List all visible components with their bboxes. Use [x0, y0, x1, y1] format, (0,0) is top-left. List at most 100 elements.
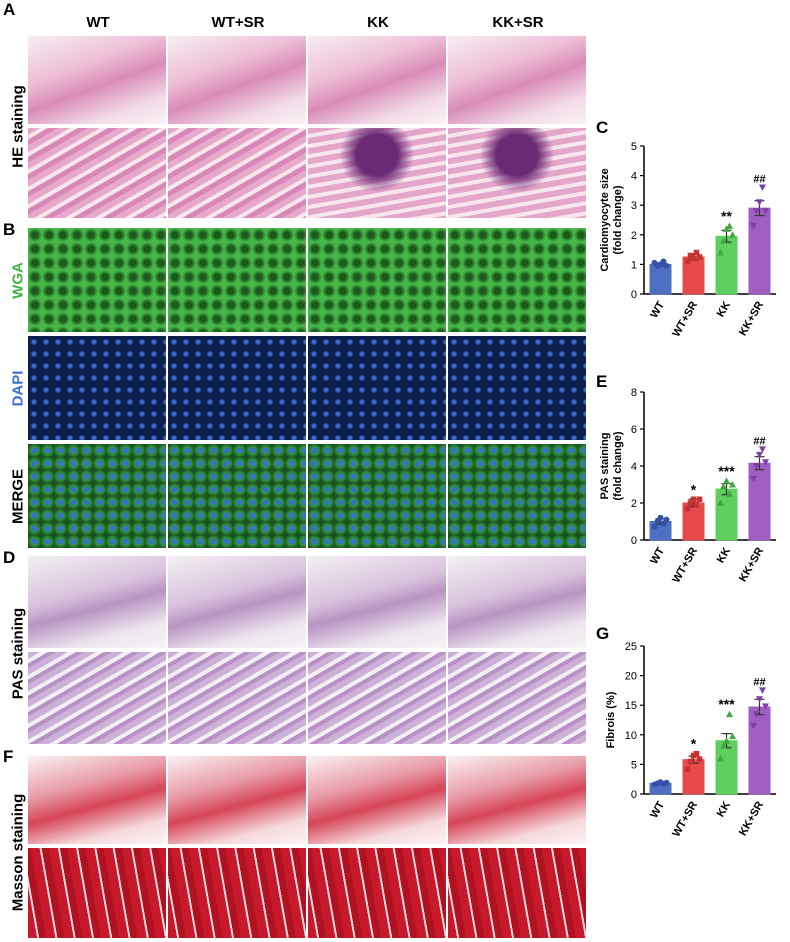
- y-tick-label: 2: [631, 230, 637, 242]
- data-point: [750, 475, 757, 483]
- micrograph-masson-overview-wt: [28, 756, 166, 844]
- y-tick-label: 5: [631, 141, 637, 153]
- y-axis-label: Fibrois (%): [605, 691, 617, 748]
- data-point: [753, 711, 760, 718]
- data-point: [756, 199, 763, 206]
- significance-annotation: ##: [753, 435, 765, 447]
- micrograph-dapi-wt-sr: [168, 336, 306, 440]
- bar-chart-pas-staining: PAS staining(fold change) 0 2 4 6 8 WT * WT+SR **…: [599, 387, 776, 585]
- data-point: [759, 446, 766, 453]
- data-point: [696, 496, 703, 503]
- row-label-dapi: DAPI: [9, 370, 27, 407]
- data-point: [717, 499, 724, 506]
- data-point: [684, 766, 691, 772]
- bar-chart-cardiomyocyte-size: Cardiomyocyte size(fold change) 0 1 2 3 4 5 WT W…: [599, 141, 776, 339]
- data-point: [657, 514, 664, 521]
- data-point: [660, 258, 667, 265]
- bar-kk-sr: [748, 207, 771, 295]
- micrograph-he-overview-wt-sr: [168, 36, 306, 124]
- data-point: [729, 481, 736, 488]
- data-point: [759, 687, 766, 694]
- data-point: [687, 500, 694, 506]
- bar-chart-fibrosis: Fibrois (%) 0 5 10 15 20 25 WT * WT+SR *** KK ## KK+S…: [605, 641, 776, 839]
- y-tick-label: 1: [631, 259, 637, 271]
- micrograph-pas-zoom-kk: [308, 652, 446, 744]
- y-axis-label-line: Cardiomyocyte size: [599, 168, 611, 271]
- bar-wt: [649, 263, 672, 295]
- data-point: [717, 754, 724, 762]
- bar-kk: [715, 740, 738, 795]
- column-header-kk: KK: [367, 14, 389, 31]
- data-point: [651, 524, 658, 531]
- data-point: [756, 696, 763, 703]
- data-point: [729, 732, 736, 739]
- micrograph-pas-overview-wt-sr: [168, 556, 306, 648]
- bar-wt-sr: [682, 759, 705, 795]
- y-tick-label: 15: [625, 700, 637, 712]
- micrograph-merge-kk: [308, 444, 446, 548]
- y-axis-label-line: Fibrois (%): [605, 691, 617, 748]
- bar-kk-sr: [748, 462, 771, 541]
- x-tick-label: WT: [648, 545, 667, 566]
- data-point: [750, 222, 757, 230]
- column-header-wt: WT: [86, 14, 110, 31]
- data-point: [663, 262, 670, 269]
- y-tick-label: 25: [625, 641, 637, 653]
- panel-letter-b: B: [3, 220, 16, 239]
- y-tick-label: 2: [631, 498, 637, 510]
- micrograph-pas-zoom-wt-sr: [168, 652, 306, 744]
- x-tick-label: KK+SR: [737, 545, 766, 584]
- panel-letter-d: D: [3, 548, 16, 567]
- y-tick-label: 0: [631, 535, 637, 547]
- x-tick-label: KK+SR: [737, 799, 766, 838]
- column-header-kk-sr: KK+SR: [492, 14, 544, 31]
- micrograph-he-overview-wt: [28, 36, 166, 124]
- panel-letter-c: C: [596, 118, 609, 137]
- micrograph-masson-overview-wt-sr: [168, 756, 306, 844]
- micrograph-he-zoom-kk: [308, 128, 446, 218]
- x-tick-label: WT: [648, 799, 667, 820]
- y-tick-label: 6: [631, 424, 637, 436]
- data-point: [759, 184, 766, 191]
- data-point: [726, 222, 733, 229]
- column-header-wt-sr: WT+SR: [211, 14, 265, 31]
- bar-kk: [715, 235, 738, 295]
- y-tick-label: 20: [625, 671, 637, 683]
- x-tick-label: WT+SR: [670, 299, 700, 339]
- data-point: [753, 463, 760, 470]
- micrograph-merge-wt: [28, 444, 166, 548]
- y-tick-label: 10: [625, 730, 637, 742]
- significance-annotation: ##: [753, 676, 765, 688]
- significance-annotation: ***: [718, 696, 735, 712]
- bar-kk: [715, 488, 738, 541]
- y-tick-label: 3: [631, 200, 637, 212]
- data-point: [690, 496, 697, 503]
- data-point: [726, 490, 733, 497]
- x-tick-label: KK: [715, 545, 733, 565]
- micrograph-wga-wt-sr: [168, 228, 306, 332]
- significance-annotation: *: [691, 736, 697, 752]
- row-label-pas: PAS staining: [9, 607, 27, 700]
- data-point: [720, 237, 727, 244]
- data-point: [756, 451, 763, 459]
- micrograph-pas-zoom-wt: [28, 652, 166, 744]
- y-tick-label: 4: [631, 171, 637, 183]
- y-tick-label: 8: [631, 387, 637, 399]
- data-point: [663, 779, 670, 786]
- micrograph-he-overview-kk: [308, 36, 446, 124]
- x-tick-label: KK: [715, 799, 733, 819]
- micrograph-merge-kk-sr: [448, 444, 586, 548]
- significance-annotation: **: [721, 208, 732, 224]
- bar-kk-sr: [748, 706, 771, 795]
- data-point: [723, 477, 730, 484]
- micrograph-dapi-kk-sr: [448, 336, 586, 440]
- micrograph-wga-wt: [28, 228, 166, 332]
- micrograph-merge-wt-sr: [168, 444, 306, 548]
- micrograph-masson-overview-kk-sr: [448, 756, 586, 844]
- micrograph-masson-zoom-wt: [28, 848, 166, 938]
- data-point: [726, 710, 733, 718]
- micrograph-pas-overview-wt: [28, 556, 166, 648]
- data-point: [693, 750, 700, 757]
- data-point: [762, 703, 769, 710]
- data-point: [762, 459, 769, 466]
